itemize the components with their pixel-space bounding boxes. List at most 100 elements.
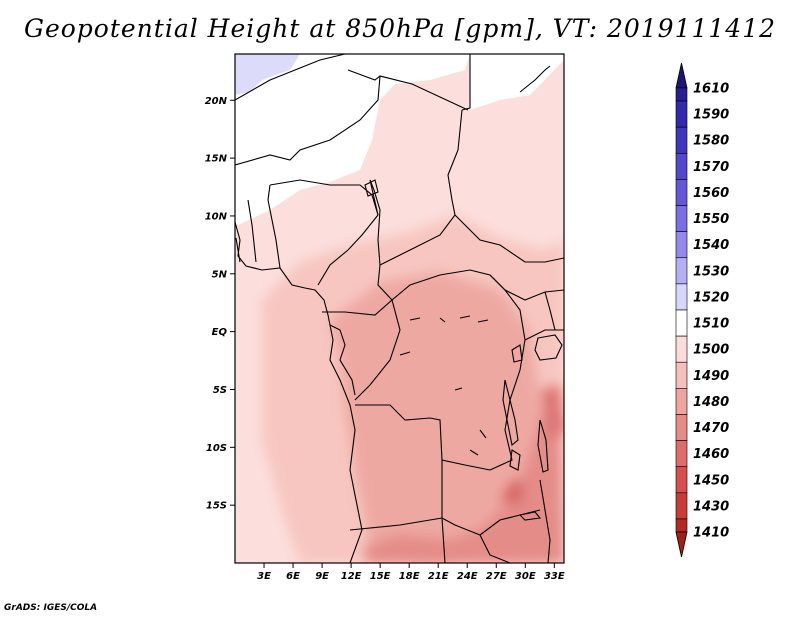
colorbar-label: 1490 [693, 369, 729, 384]
lat-tick-label: 10S [206, 443, 227, 454]
field-1520-corner [235, 54, 300, 95]
colorbar-swatch [675, 361, 688, 389]
colorbar-swatch [675, 257, 688, 285]
colorbar-label: 1540 [693, 238, 729, 253]
congo-river-strokes [399, 315, 489, 456]
field-1460-minimum [500, 478, 525, 505]
border-benin-togo [247, 199, 257, 263]
colorbar-label: 1610 [693, 82, 729, 97]
colorbar-swatch [675, 179, 688, 206]
lat-tick-label: EQ [212, 327, 228, 338]
lon-tick-label: 24E [457, 571, 478, 582]
lon-tick-label: 30E [515, 571, 536, 582]
lake-kariba [518, 511, 542, 521]
latitude-axis: 20N 15N 10N 5N EQ 5S 10S 15S [205, 96, 235, 512]
border-angola-namibia [349, 517, 443, 531]
lake-victoria [534, 334, 563, 361]
lon-tick-label: 9E [315, 571, 329, 582]
lon-tick-label: 33E [544, 571, 565, 582]
border-nigeria-west [267, 184, 281, 269]
colorbar-bottom-arrow [675, 531, 688, 558]
border-libya-egypt [461, 54, 471, 111]
lat-tick-label: 20N [205, 96, 228, 107]
colorbar-label: 1480 [693, 395, 729, 410]
colorbar-label: 1530 [693, 264, 729, 279]
border-angola-zambia [441, 460, 481, 536]
colorbar-label: 1560 [693, 186, 729, 201]
border-sudan-south [454, 214, 564, 263]
colorbar-swatch [675, 100, 688, 128]
lake-volta [235, 237, 241, 263]
colorbar-swatch [675, 388, 688, 415]
field-1460-lakes [540, 385, 564, 440]
border-gabon [329, 324, 356, 396]
lon-tick-label: 15E [370, 571, 391, 582]
colorbar-swatch [675, 87, 688, 102]
colorbar-label: 1570 [693, 160, 729, 175]
height-field [235, 54, 564, 563]
colorbar-swatch [675, 440, 688, 468]
lake-tanganyika [502, 379, 519, 447]
red-sea-coast [519, 65, 551, 93]
map-title: Geopotential Height at 850hPa [gpm], VT:… [23, 14, 777, 43]
border-nigeria-cameroon [317, 214, 379, 286]
lat-tick-label: 10N [205, 211, 228, 222]
lat-tick-label: 15N [205, 154, 228, 165]
lon-tick-label: 18E [399, 571, 420, 582]
colorbar-swatch [675, 231, 688, 259]
lon-tick-label: 21E [428, 571, 449, 582]
colorbar-swatch [675, 492, 688, 520]
field-1510-north [235, 54, 470, 226]
colorbar-top-arrow [675, 62, 688, 89]
field-1470-south [365, 410, 564, 563]
colorbar-label: 1550 [693, 212, 729, 227]
colorbar-swatch [675, 466, 688, 494]
colorbar-label: 1470 [693, 421, 729, 436]
colorbar-swatch [675, 152, 688, 180]
lon-tick-label: 6E [286, 571, 300, 582]
field-1510-northeast [470, 54, 564, 110]
border-drc-angola [355, 404, 491, 471]
border-chad-car [379, 214, 456, 266]
border-uganda-kenya [544, 291, 556, 331]
colorbar-label: 1520 [693, 290, 729, 305]
colorbar-swatch [675, 518, 688, 533]
border-south-sudan [489, 274, 564, 301]
colorbar-label: 1450 [693, 473, 729, 488]
colorbar-swatch [675, 309, 688, 337]
border-mozambique [539, 479, 551, 563]
border-nigeria-north [269, 179, 379, 216]
border-botswana [441, 517, 446, 563]
colorbar-swatch [675, 126, 688, 154]
lon-tick-label: 12E [341, 571, 362, 582]
border-chad-cameroon [369, 179, 381, 266]
field-1480-basin [330, 272, 552, 560]
lat-tick-label: 5N [212, 269, 228, 280]
lat-tick-label: 5S [213, 385, 227, 396]
lake-chad [364, 179, 379, 197]
colorbar-label: 1410 [693, 526, 729, 541]
lake-albert [511, 344, 523, 363]
border-cameroon-congo [322, 299, 393, 316]
lon-tick-label: 3E [257, 571, 271, 582]
colorbar-label: 1580 [693, 134, 729, 149]
plot-frame [234, 53, 565, 564]
border-niger-south [235, 75, 381, 166]
colorbar-label: 1430 [693, 499, 729, 514]
colorbar-label: 1590 [693, 108, 729, 123]
lake-mweru [509, 449, 521, 471]
border-tanzania [524, 329, 564, 341]
lat-tick-label: 15S [206, 501, 227, 512]
colorbar-label: 1510 [693, 317, 729, 332]
colorbar: 1610 1590 1580 1570 1560 1550 1540 1530 1520 1510… [675, 62, 729, 558]
colorbar-swatch [675, 205, 688, 232]
grads-credit: GrADS: IGES/COLA [4, 603, 98, 613]
country-borders [235, 54, 564, 563]
colorbar-label: 1460 [693, 447, 729, 462]
lake-malawi [537, 419, 549, 473]
lon-tick-label: 27E [486, 571, 507, 582]
border-car-drc [377, 264, 506, 301]
longitude-axis: 3E 6E 9E 12E 15E 18E 21E 24E 27E 30E 33E [257, 563, 565, 582]
border-congo-drc [354, 299, 401, 401]
